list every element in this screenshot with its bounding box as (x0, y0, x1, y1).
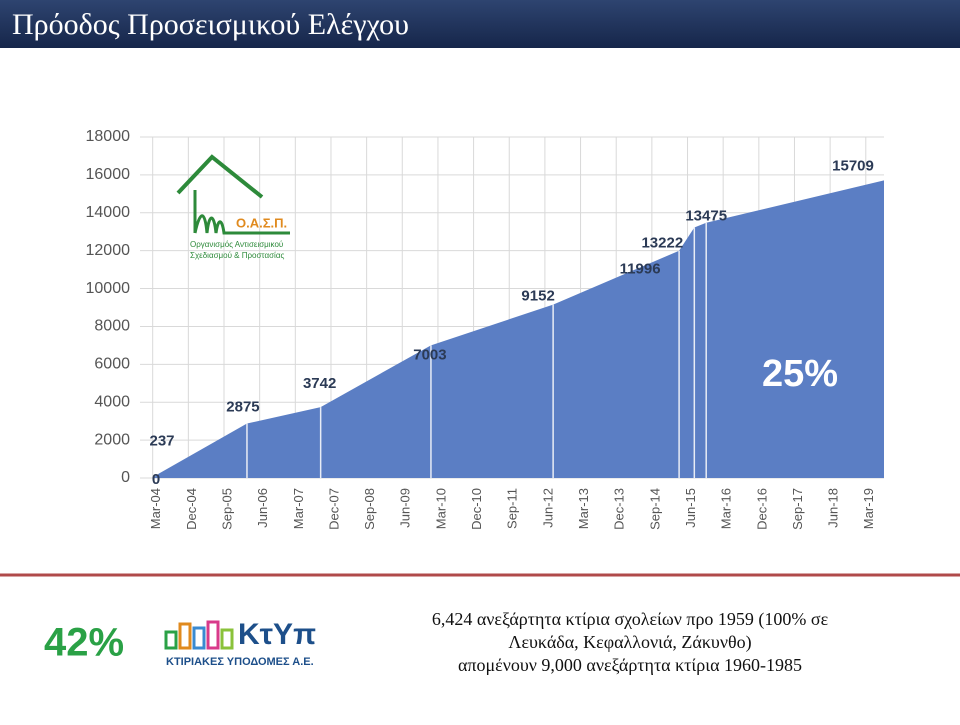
x-tick-label: Sep-14 (647, 488, 662, 530)
logo-block (206, 620, 220, 650)
x-tick-label: Mar-07 (291, 488, 306, 529)
header-bar (0, 0, 960, 48)
x-tick-label: Mar-13 (576, 488, 591, 529)
logo-text: Οργανισμός Αντισεισμικού (190, 240, 283, 249)
y-tick-label: 16000 (86, 166, 131, 183)
x-tick-label: Dec-13 (612, 488, 627, 530)
y-tick-label: 6000 (94, 356, 130, 373)
area (152, 180, 884, 478)
x-tick-label: Dec-07 (326, 488, 341, 530)
x-tick-label: Dec-10 (469, 488, 484, 530)
stat: 42% (44, 621, 124, 665)
logo-name: ΚτΥπ (238, 618, 316, 651)
oasp-logo: Ο.Α.Σ.Π. Οργανισμός Αντισεισμικού Σχεδια… (176, 154, 290, 260)
x-tick-label: Sep-08 (362, 488, 377, 530)
x-tick-label: Mar-10 (433, 488, 448, 529)
data-label: 3742 (303, 375, 336, 392)
x-tick-label: Mar-19 (861, 488, 876, 529)
logo-text: ΚΤΙΡΙΑΚΕΣ ΥΠΟΔΟΜΕΣ Α.Ε. (166, 656, 314, 668)
y-tick-label: 14000 (86, 204, 131, 221)
x-tick-label: Sep-05 (219, 488, 234, 530)
logo-block (192, 626, 206, 650)
logo-block (164, 630, 178, 650)
ktyp-logo: ΚτΥπ ΚΤΙΡΙΑΚΕΣ ΥΠΟΔΟΜΕΣ Α.Ε. (164, 618, 316, 668)
data-label: 2875 (226, 399, 259, 416)
logo-name: Ο.Α.Σ.Π. (236, 215, 287, 230)
y-tick-label: 4000 (94, 393, 130, 410)
x-tick-label: Jun-18 (826, 488, 841, 528)
x-tick-label: Dec-16 (754, 488, 769, 530)
x-tick-label: Dec-04 (184, 488, 199, 530)
logo-roof (176, 154, 264, 199)
footer-text: απομένουν 9,000 ανεξάρτητα κτίρια 1960-1… (458, 655, 802, 675)
logo-text: Σχεδιασμού & Προστασίας (190, 251, 284, 260)
logo-block (178, 622, 192, 650)
footer-text: 6,424 ανεξάρτητα κτίρια σχολείων προ 195… (432, 609, 829, 630)
x-tick-label: Sep-11 (505, 488, 520, 529)
data-label: 237 (150, 432, 175, 449)
footer-text: Λευκάδα, Κεφαλλονιά, Ζάκυνθο) (508, 632, 751, 653)
y-tick-label: 18000 (86, 128, 131, 145)
y-tick-label: 0 (121, 469, 130, 486)
y-tick-label: 2000 (94, 431, 130, 448)
annotation: 25% (762, 353, 838, 395)
x-tick-label: Mar-16 (719, 488, 734, 529)
slide-title: Πρόοδος Προσεισμικού Ελέγχου (12, 8, 409, 41)
data-label: 7003 (413, 346, 446, 363)
x-tick-label: Mar-04 (148, 488, 163, 529)
data-label: 0 (152, 471, 160, 488)
x-tick-label: Jun-12 (540, 488, 555, 528)
x-tick-label: Jun-06 (255, 488, 270, 528)
logo-block (220, 628, 234, 650)
x-tick-label: Jun-09 (398, 488, 413, 528)
x-tick-label: Sep-17 (790, 488, 805, 530)
chart: 0 2000 4000 6000 8000 10000 12000 14000 16000 180… (86, 128, 884, 530)
y-tick-label: 12000 (86, 242, 131, 259)
data-label: 13475 (685, 208, 727, 225)
data-label: 15709 (832, 157, 874, 174)
data-label: 11996 (620, 261, 661, 278)
x-tick-label: Jun-15 (683, 488, 698, 528)
logo-wave (193, 190, 290, 235)
data-label: 9152 (521, 288, 554, 305)
data-label: 13222 (641, 234, 683, 251)
y-tick-label: 10000 (86, 280, 131, 297)
y-tick-label: 8000 (94, 318, 130, 335)
